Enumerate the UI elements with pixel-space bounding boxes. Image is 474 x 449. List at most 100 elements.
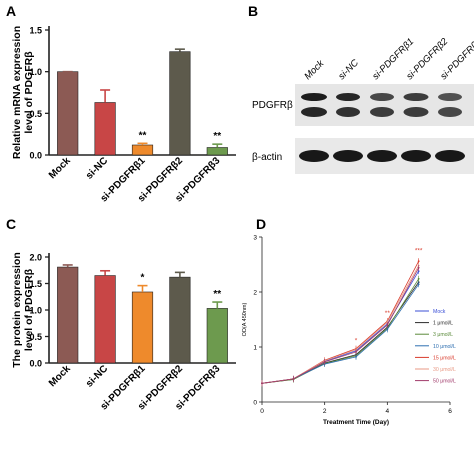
bar (94, 275, 116, 364)
series-line (261, 278, 420, 384)
blot-band-actin (367, 150, 397, 162)
blot-bands-actin (299, 150, 465, 162)
y-tick-label: 0.0 (29, 359, 42, 369)
panel-letter-c: C (6, 216, 16, 232)
blot-band-upper (438, 93, 462, 101)
legend-label: Mock (433, 309, 446, 315)
series-line (261, 281, 419, 384)
panel-b-western-blot: Mock si-NC si-PDGFRβ1si-PDGFRβ2si-PDGFRβ3 … (252, 36, 474, 174)
y-tick-label: 0.5 (29, 109, 42, 119)
blot-band-actin (401, 150, 431, 162)
legend-label: 15 μmol/L (433, 355, 456, 361)
panel-letter-a: A (6, 3, 16, 19)
x-tick-label: 0 (260, 408, 264, 415)
y-axis-label-line: Relative mRNA expression (11, 26, 23, 159)
x-tick-label: 6 (448, 408, 452, 415)
series-point (355, 351, 357, 353)
x-tick-label: si-NC (84, 363, 110, 389)
panel-d-line-chart: 0 1 2 3 0 2 4 6 Treatment Time (Day) OD(A 450nm) M… (242, 235, 456, 427)
x-tick-label: 4 (386, 408, 390, 415)
x-axis-label: Treatment Time (Day) (323, 419, 389, 426)
blot-band-actin (435, 150, 465, 162)
y-axis-label-line: level of PDGFRβ (23, 51, 35, 134)
y-tick-label: 0.0 (29, 151, 42, 161)
y-tick-label: 0 (253, 400, 257, 407)
bar (131, 291, 154, 364)
blot-band-upper (370, 93, 394, 101)
y-tick-label: 1.5 (29, 279, 42, 289)
blot-lane-label: Mock (302, 57, 327, 82)
legend-label: 50 μmol/L (433, 379, 456, 385)
bar (206, 308, 228, 364)
bar (57, 266, 79, 364)
x-tick-label: 2 (323, 408, 327, 415)
series-line (261, 261, 420, 384)
series-point (417, 260, 420, 263)
bar (131, 144, 154, 156)
series-point (386, 324, 389, 326)
bar (206, 147, 228, 156)
significance-label: * (141, 273, 145, 284)
blot-image-pdgfrb (295, 84, 474, 126)
panel-letter-b: B (248, 3, 258, 19)
blot-band-lower (438, 107, 462, 117)
blot-band-actin (333, 150, 363, 162)
panel-letter-d: D (256, 216, 266, 232)
y-axis-label: OD(A 450nm) (242, 303, 248, 337)
series-point (261, 382, 263, 385)
bar (94, 102, 116, 156)
series-line (261, 265, 420, 384)
series-line (261, 284, 419, 384)
y-tick-label: 1.0 (29, 306, 42, 316)
series-line (261, 270, 420, 384)
y-tick-label: 1.0 (29, 67, 42, 77)
blot-band-lower (370, 107, 394, 117)
legend-label: 10 μmol/L (433, 344, 456, 350)
blot-band-upper (336, 93, 360, 101)
y-axis-label: The protein expressionlevel of PDGFRβ (11, 252, 35, 368)
series-point (417, 270, 420, 272)
bar (169, 51, 191, 156)
series-line (261, 267, 420, 384)
blot-band-lower (403, 107, 429, 117)
significance-label: ** (385, 310, 391, 317)
bar (57, 71, 79, 156)
y-axis-label: Relative mRNA expressionlevel of PDGFRβ (11, 26, 35, 159)
series-point (417, 266, 420, 269)
blot-bands-pdgfrb (301, 93, 462, 117)
blot-row-label-pdgfrb: PDGFRβ (252, 100, 293, 111)
series-point (355, 356, 357, 358)
significance-label: ** (213, 131, 221, 142)
series-point (386, 328, 389, 331)
y-axis-label-line: level of PDGFRβ (23, 268, 35, 351)
blot-band-upper (301, 93, 327, 101)
blot-band-lower (336, 107, 360, 117)
y-tick-label: 2 (253, 290, 257, 297)
blot-band-actin (299, 150, 329, 162)
y-axis-label-line: The protein expression (11, 252, 23, 368)
significance-label: ** (139, 130, 147, 141)
x-tick-label: si-NC (84, 155, 110, 181)
x-tick-label: Mock (47, 155, 73, 181)
y-tick-label: 2.0 (29, 253, 42, 263)
series-point (417, 277, 420, 280)
y-tick-label: 1 (253, 345, 257, 352)
blot-lane-label: si-NC (336, 57, 361, 82)
series-point (323, 360, 326, 363)
blot-row-label-actin: β-actin (252, 152, 282, 163)
y-tick-label: 0.5 (29, 332, 42, 342)
bar (169, 276, 191, 364)
significance-label: *** (415, 247, 423, 254)
significance-label: ** (213, 289, 221, 300)
y-tick-label: 3 (253, 235, 257, 242)
significance-label: * (355, 338, 358, 345)
legend-label: 30 μmol/L (433, 367, 456, 373)
legend-label: 3 μmol/L (433, 332, 453, 338)
series-point (417, 283, 420, 286)
blot-band-lower (301, 107, 327, 117)
legend-label: 1 μmol/L (433, 321, 453, 327)
